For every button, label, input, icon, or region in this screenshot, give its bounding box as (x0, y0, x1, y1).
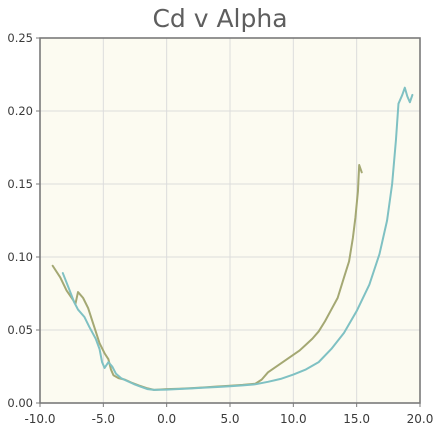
y-tick-label-2: 0.10 (7, 250, 33, 264)
series-line-2 (61, 86, 414, 391)
y-tick-label-1: 0.05 (7, 323, 33, 337)
x-tick-label-0: -10.0 (24, 412, 55, 426)
x-tick-label-3: 5.0 (220, 412, 239, 426)
x-tick-label-4: 10.0 (280, 412, 307, 426)
y-tick-label-4: 0.20 (7, 104, 33, 118)
y-tick-label-0: 0.00 (7, 396, 33, 410)
x-tick-label-6: 20.0 (407, 412, 434, 426)
x-tick-label-5: 15.0 (343, 412, 370, 426)
x-tick-label-2: 0.0 (157, 412, 176, 426)
x-tick-label-1: -5.0 (92, 412, 115, 426)
chart-title: Cd v Alpha (152, 4, 287, 33)
y-tick-label-5: 0.25 (7, 31, 33, 45)
y-tick-label-3: 0.15 (7, 177, 33, 191)
